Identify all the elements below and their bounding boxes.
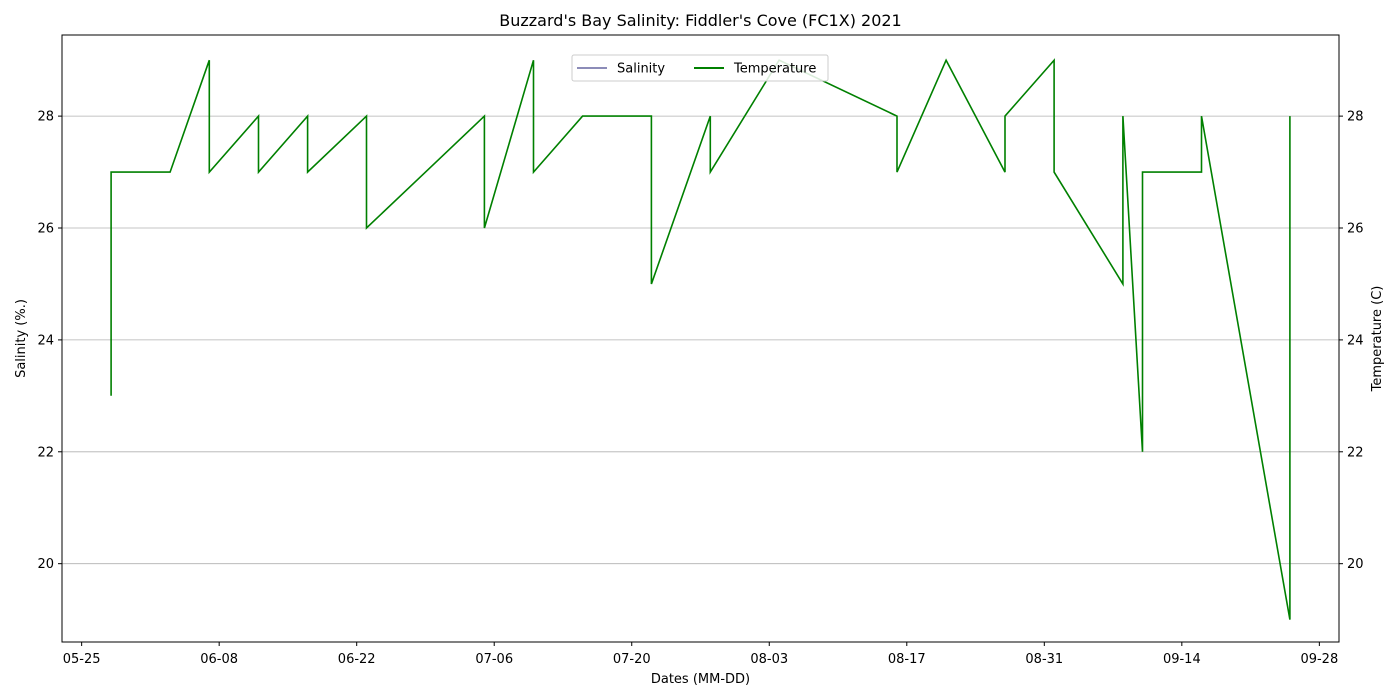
y-tick-label-right: 20 bbox=[1347, 557, 1364, 572]
x-axis: 05-25 06-08 06-22 07-06 07-20 08-03 08-17 08-31… bbox=[63, 642, 1338, 667]
y-axis-label-right: Temperature (C) bbox=[1370, 286, 1385, 393]
y-tick-label-left: 26 bbox=[37, 222, 54, 237]
gridlines bbox=[62, 115, 1339, 565]
series-layer bbox=[110, 58, 1291, 620]
x-tick-label: 06-08 bbox=[200, 652, 238, 667]
x-tick-label: 05-25 bbox=[63, 652, 101, 667]
chart-title: Buzzard's Bay Salinity: Fiddler's Cove (… bbox=[499, 11, 901, 30]
series-line-temperature bbox=[110, 58, 1291, 620]
legend: Salinity Temperature bbox=[571, 54, 829, 82]
y-tick-label-right: 26 bbox=[1347, 222, 1364, 237]
y-tick-label-left: 20 bbox=[37, 557, 54, 572]
x-tick-label: 09-28 bbox=[1300, 652, 1338, 667]
x-tick-label: 06-22 bbox=[338, 652, 376, 667]
y-axis-label-left: Salinity (%.) bbox=[14, 299, 29, 378]
x-tick-label: 08-17 bbox=[888, 652, 926, 667]
x-tick-label: 07-20 bbox=[613, 652, 651, 667]
y-tick-label-right: 28 bbox=[1347, 110, 1364, 125]
legend-label-temperature: Temperature bbox=[733, 62, 816, 77]
x-tick-label: 07-06 bbox=[475, 652, 513, 667]
plot-frame bbox=[61, 34, 1340, 643]
y-tick-label-right: 24 bbox=[1347, 333, 1364, 348]
y-axis-left: 20 22 24 26 28 bbox=[37, 110, 62, 572]
x-tick-label: 08-03 bbox=[750, 652, 788, 667]
y-tick-label-right: 22 bbox=[1347, 445, 1364, 460]
y-tick-label-left: 28 bbox=[37, 110, 54, 125]
y-tick-label-left: 22 bbox=[37, 445, 54, 460]
y-tick-label-left: 24 bbox=[37, 333, 54, 348]
y-axis-right: 20 22 24 26 28 bbox=[1339, 110, 1364, 572]
x-tick-label: 09-14 bbox=[1163, 652, 1201, 667]
x-tick-label: 08-31 bbox=[1025, 652, 1063, 667]
legend-label-salinity: Salinity bbox=[617, 62, 665, 77]
x-axis-label: Dates (MM-DD) bbox=[651, 672, 750, 687]
